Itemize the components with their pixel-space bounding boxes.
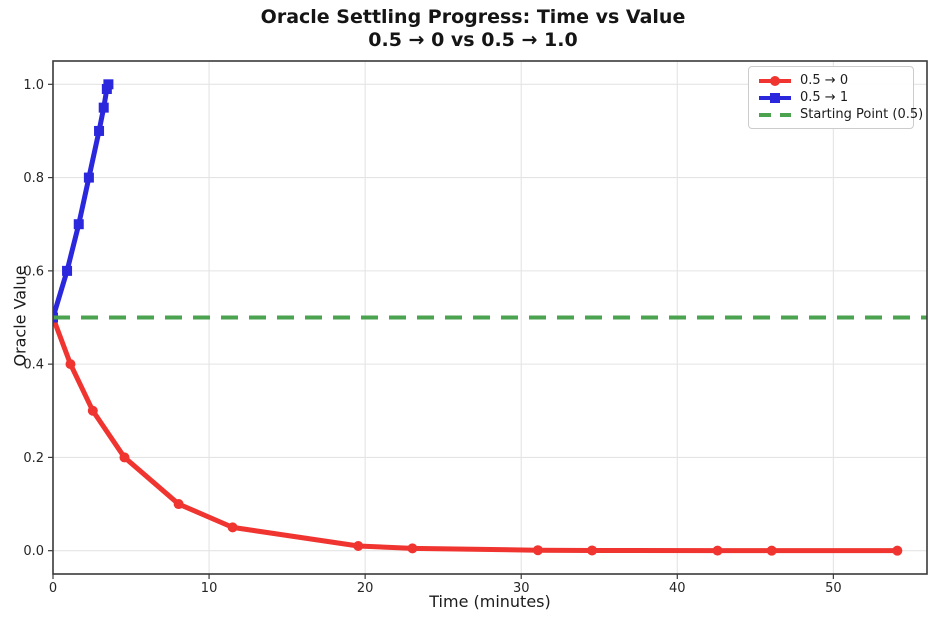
y-tick-label: 0.2	[23, 451, 44, 466]
x-tick-label: 0	[49, 581, 57, 596]
legend-green-dashed-line-icon	[759, 112, 791, 117]
y-tick-label: 0.8	[23, 171, 44, 186]
tick-labels: 0 10 20 30 40 50 0.0 0.2 0.4 0.6 0.8 1.0	[23, 78, 841, 596]
chart-title: Oracle Settling Progress: Time vs Value …	[0, 6, 946, 52]
chart-title-line1: Oracle Settling Progress: Time vs Value	[260, 6, 686, 28]
x-tick-label: 40	[669, 581, 686, 596]
y-tick-label: 0.6	[23, 264, 44, 279]
series-blue-0.5-to-1	[53, 79, 114, 323]
legend-item-start: Starting Point (0.5)	[758, 106, 923, 123]
data-series	[53, 79, 927, 556]
legend-item-red: 0.5 → 0	[758, 72, 905, 89]
y-axis-label: Oracle Value	[10, 265, 30, 367]
legend-red-line-circle-icon	[759, 75, 791, 86]
x-tick-label: 30	[513, 581, 530, 596]
legend-label-blue: 0.5 → 1	[800, 90, 849, 105]
x-axis-label: Time (minutes)	[429, 592, 551, 611]
legend: 0.5 → 0 0.5 → 1 Starting Point (0.5)	[748, 66, 923, 129]
x-tick-label: 10	[201, 581, 218, 596]
y-tick-label: 0.0	[23, 544, 44, 559]
legend-item-blue: 0.5 → 1	[758, 89, 905, 106]
y-tick-label: 0.4	[23, 358, 44, 373]
x-tick-label: 50	[825, 581, 842, 596]
axis-ticks	[48, 83, 834, 579]
chart-title-line2: 0.5 → 0 vs 0.5 → 1.0	[368, 29, 578, 51]
legend-blue-line-square-icon	[759, 92, 791, 103]
x-tick-label: 20	[357, 581, 374, 596]
series-red-0.5-to-0	[53, 312, 903, 556]
legend-label-start: Starting Point (0.5)	[800, 107, 924, 122]
y-tick-label: 1.0	[23, 78, 44, 93]
axes-spines	[52, 60, 928, 575]
legend-label-red: 0.5 → 0	[800, 73, 849, 88]
